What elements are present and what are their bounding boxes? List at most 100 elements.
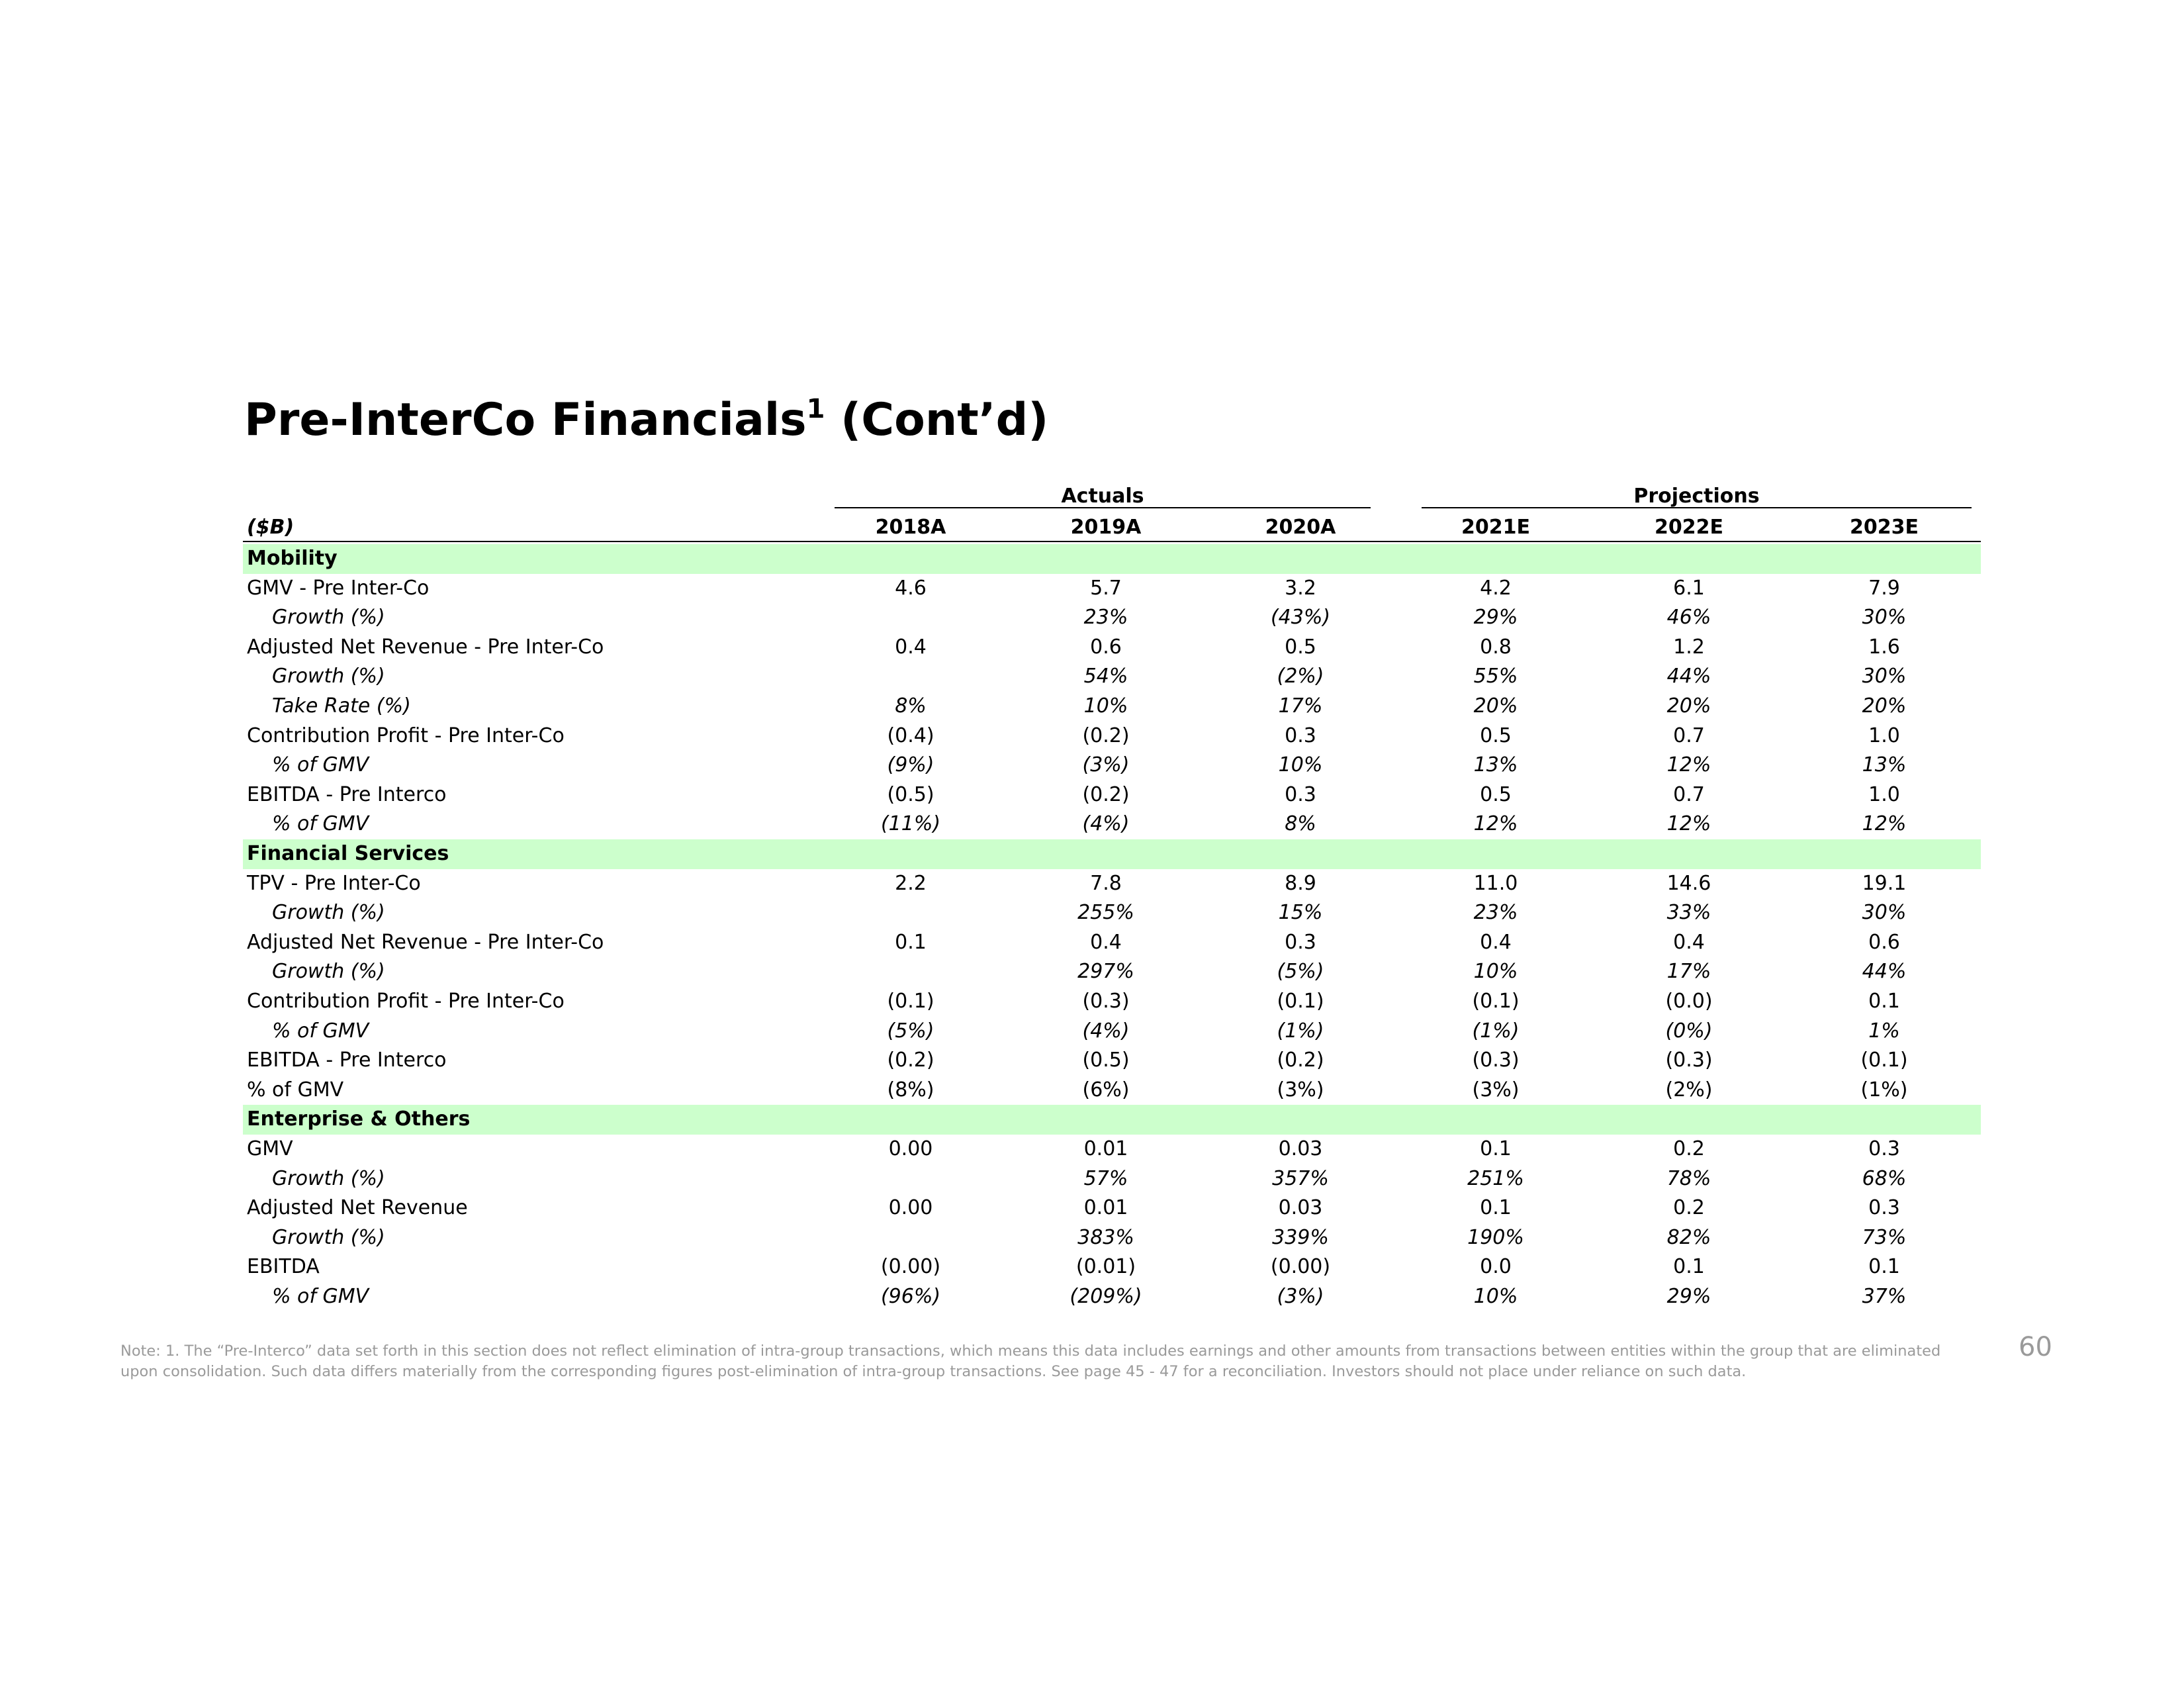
cell-value: 23% (1083, 606, 1128, 630)
cell-value: (0.4) (887, 724, 934, 747)
section-band (243, 839, 1981, 869)
column-header: 2023E (1850, 516, 1919, 539)
cell-value: 15% (1278, 901, 1323, 925)
cell-value: 6.1 (1673, 576, 1705, 600)
group-rule (1422, 507, 1972, 508)
cell-value: 0.4 (895, 635, 927, 659)
section-band (243, 1105, 1981, 1135)
row-label: EBITDA - Pre Interco (247, 782, 447, 806)
unit-label: ($B) (247, 516, 295, 539)
cell-value: 10% (1473, 960, 1518, 984)
cell-value: (9%) (887, 753, 934, 777)
cell-value: 12% (1666, 812, 1711, 836)
cell-value: 383% (1077, 1225, 1134, 1249)
row-label: Growth (%) (272, 665, 385, 688)
cell-value: (0.5) (1082, 1049, 1130, 1072)
cell-value: 0.1 (1480, 1196, 1512, 1220)
cell-value: 297% (1077, 960, 1134, 984)
cell-value: (0.2) (1082, 782, 1130, 806)
cell-value: 251% (1467, 1166, 1524, 1190)
header-rule (243, 541, 1981, 542)
row-label: Growth (%) (272, 1166, 385, 1190)
cell-value: (0.0) (1665, 990, 1713, 1013)
cell-value: 78% (1666, 1166, 1711, 1190)
cell-value: 7.9 (1868, 576, 1900, 600)
cell-value: 17% (1666, 960, 1711, 984)
cell-value: 10% (1473, 1285, 1518, 1308)
column-header: 2021E (1461, 516, 1530, 539)
cell-value: 29% (1473, 606, 1518, 630)
row-label: Contribution Profit - Pre Inter-Co (247, 724, 565, 747)
cell-value: 30% (1862, 901, 1907, 925)
row-label: Growth (%) (272, 901, 385, 925)
cell-value: 0.3 (1868, 1196, 1900, 1220)
cell-value: (0.00) (880, 1255, 941, 1279)
row-label: % of GMV (272, 753, 369, 777)
cell-value: (2%) (1277, 665, 1324, 688)
cell-value: 12% (1473, 812, 1518, 836)
cell-value: 55% (1473, 665, 1518, 688)
cell-value: 13% (1473, 753, 1518, 777)
row-label: Growth (%) (272, 960, 385, 984)
cell-value: (11%) (880, 812, 941, 836)
cell-value: 255% (1077, 901, 1134, 925)
row-label: Contribution Profit - Pre Inter-Co (247, 990, 565, 1013)
cell-value: 0.1 (1673, 1255, 1705, 1279)
cell-value: 29% (1666, 1285, 1711, 1308)
cell-value: 339% (1272, 1225, 1329, 1249)
cell-value: 0.8 (1480, 635, 1512, 659)
row-label: GMV - Pre Inter-Co (247, 576, 430, 600)
cell-value: (3%) (1277, 1078, 1324, 1102)
cell-value: (96%) (880, 1285, 941, 1308)
row-label: Take Rate (%) (272, 694, 411, 718)
cell-value: 54% (1083, 665, 1128, 688)
cell-value: 0.2 (1673, 1196, 1705, 1220)
cell-value: (1%) (1472, 1019, 1520, 1043)
cell-value: 82% (1666, 1225, 1711, 1249)
cell-value: (0.2) (1082, 724, 1130, 747)
cell-value: 0.5 (1480, 724, 1512, 747)
row-label: Growth (%) (272, 606, 385, 630)
cell-value: 1.0 (1868, 782, 1900, 806)
row-label: % of GMV (272, 1019, 369, 1043)
cell-value: 0.6 (1090, 635, 1122, 659)
cell-value: 0.1 (1868, 1255, 1900, 1279)
cell-value: 8% (895, 694, 927, 718)
cell-value: 1.0 (1868, 724, 1900, 747)
cell-value: 57% (1083, 1166, 1128, 1190)
cell-value: (0%) (1665, 1019, 1713, 1043)
cell-value: (2%) (1665, 1078, 1713, 1102)
cell-value: (0.1) (1860, 1049, 1908, 1072)
cell-value: 30% (1862, 606, 1907, 630)
column-header: 2018A (875, 516, 946, 539)
cell-value: 1.6 (1868, 635, 1900, 659)
cell-value: (0.00) (1270, 1255, 1331, 1279)
group-rule (835, 507, 1371, 508)
cell-value: 2.2 (895, 871, 927, 895)
cell-value: 0.4 (1673, 930, 1705, 954)
cell-value: 37% (1862, 1285, 1907, 1308)
group-header: Projections (1633, 485, 1760, 508)
footnote-ref: 1 (806, 394, 825, 424)
cell-value: (6%) (1082, 1078, 1130, 1102)
section-label: Enterprise & Others (247, 1107, 471, 1131)
row-label: TPV - Pre Inter-Co (247, 871, 421, 895)
cell-value: 8.9 (1285, 871, 1316, 895)
cell-value: (1%) (1277, 1019, 1324, 1043)
cell-value: 0.01 (1083, 1196, 1128, 1220)
cell-value: 4.6 (895, 576, 927, 600)
cell-value: 0.5 (1285, 635, 1316, 659)
cell-value: (0.01) (1075, 1255, 1136, 1279)
cell-value: 33% (1666, 901, 1711, 925)
cell-value: 0.5 (1480, 782, 1512, 806)
cell-value: (0.2) (1277, 1049, 1324, 1072)
cell-value: 73% (1862, 1225, 1907, 1249)
cell-value: 0.7 (1673, 782, 1705, 806)
cell-value: 23% (1473, 901, 1518, 925)
cell-value: (209%) (1069, 1285, 1142, 1308)
cell-value: (4%) (1082, 812, 1130, 836)
cell-value: (8%) (887, 1078, 934, 1102)
cell-value: 20% (1862, 694, 1907, 718)
cell-value: 1.2 (1673, 635, 1705, 659)
cell-value: 20% (1666, 694, 1711, 718)
